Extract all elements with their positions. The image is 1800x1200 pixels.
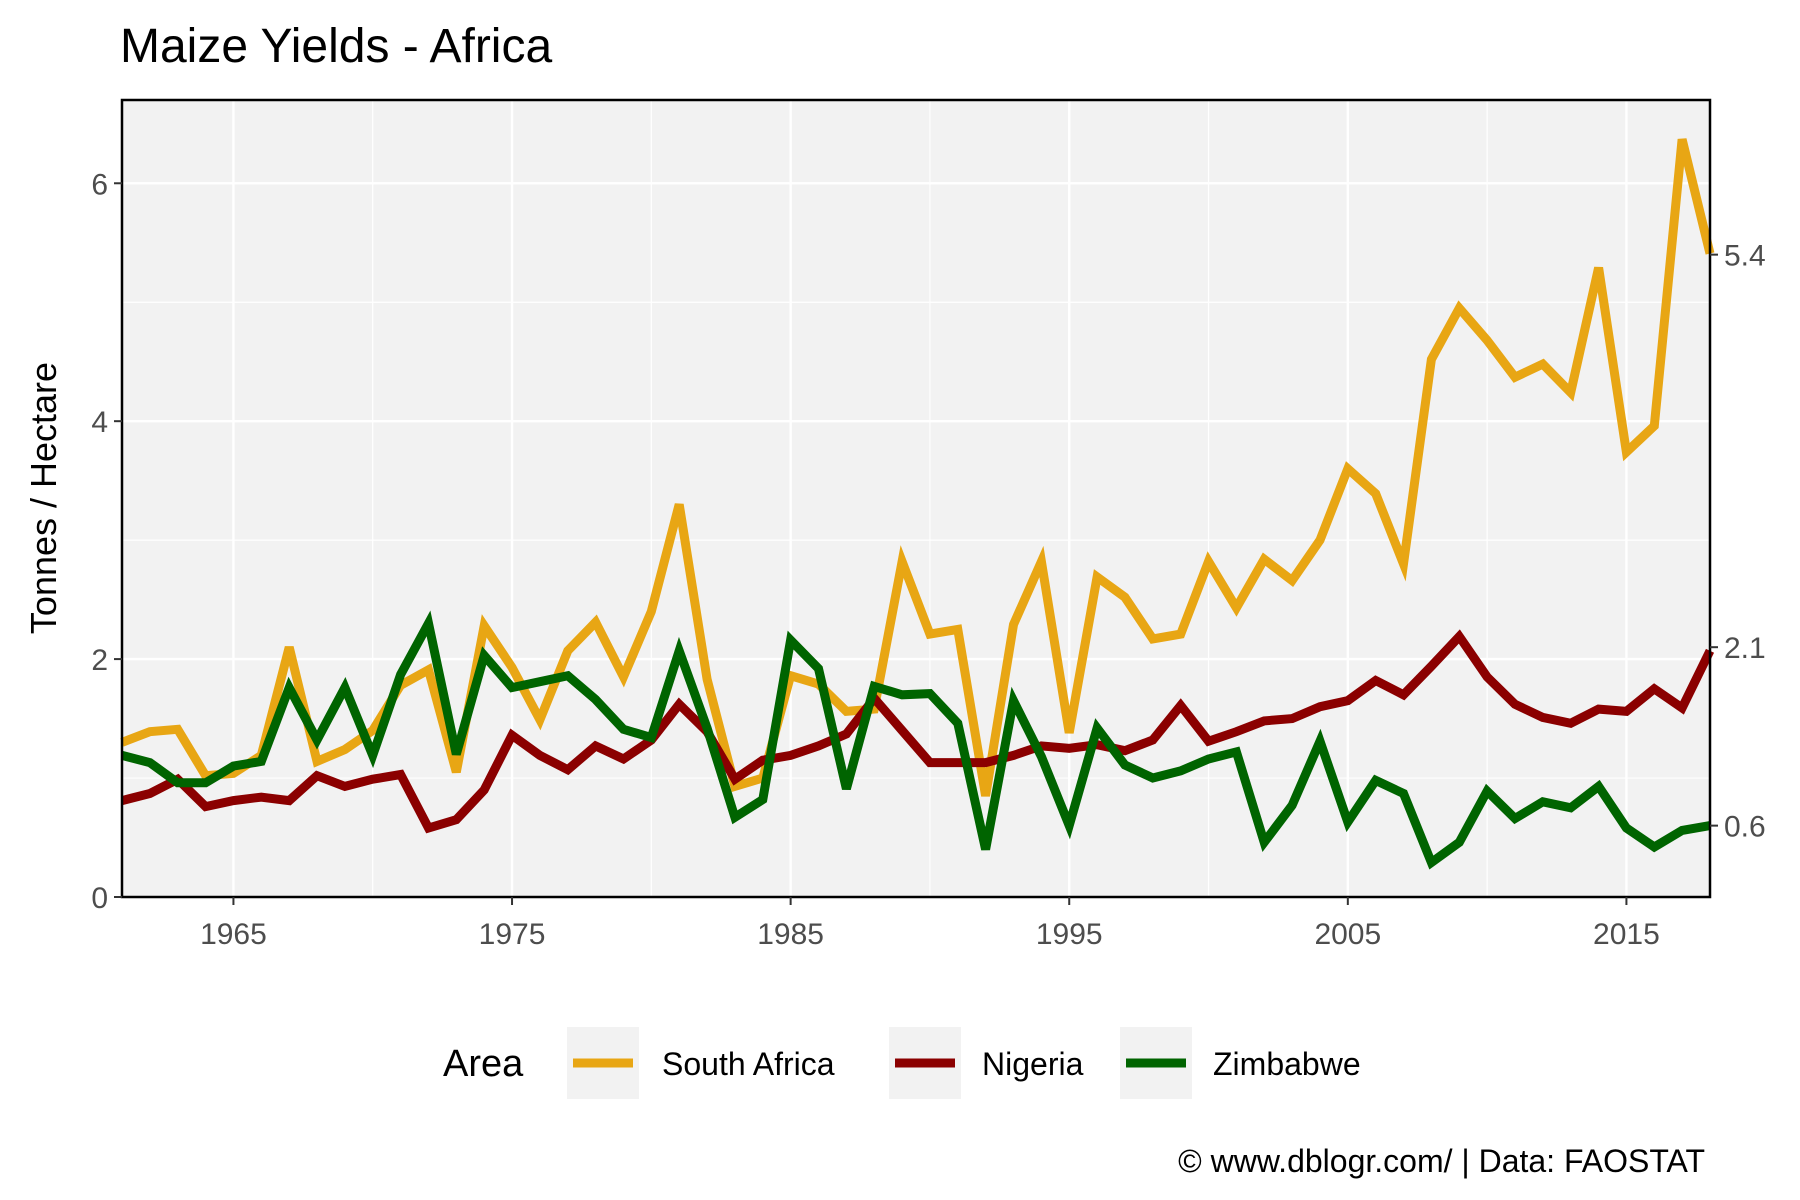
plot-border <box>120 98 1712 899</box>
secondary-y-axis: 5.4 2.1 0.6 <box>1710 240 1766 844</box>
legend-label: South Africa <box>662 1046 835 1082</box>
y-axis-title: Tonnes / Hectare <box>23 362 64 634</box>
y2-tick-label: 5.4 <box>1724 240 1766 273</box>
x-tick-label: 1995 <box>1036 918 1103 951</box>
x-tick-label: 2005 <box>1314 918 1381 951</box>
y2-tick-label: 0.6 <box>1724 811 1766 844</box>
y-axis: 0 2 4 6 <box>91 168 122 915</box>
series-line <box>120 629 1715 834</box>
x-tick-label: 1975 <box>479 918 546 951</box>
legend-title: Area <box>443 1043 524 1085</box>
grid <box>122 100 1710 899</box>
x-tick-label: 1985 <box>757 918 824 951</box>
legend: Area South Africa Nigeria Zimbabwe <box>443 1027 1361 1099</box>
y-tick-label: 0 <box>91 882 108 915</box>
x-tick-label: 1965 <box>200 918 267 951</box>
legend-label: Zimbabwe <box>1213 1046 1361 1082</box>
caption: © www.dblogr.com/ | Data: FAOSTAT <box>1178 1143 1705 1179</box>
x-axis: 1965 1975 1985 1995 2005 2015 <box>200 897 1660 951</box>
x-tick-label: 2015 <box>1593 918 1660 951</box>
chart-title: Maize Yields - Africa <box>120 20 552 73</box>
plot-panel <box>122 100 1710 897</box>
series-lines <box>120 138 1715 870</box>
y2-tick-label: 2.1 <box>1724 632 1766 665</box>
y-tick-label: 2 <box>91 644 108 677</box>
series-line <box>120 610 1711 870</box>
y-tick-label: 6 <box>91 168 108 201</box>
legend-label: Nigeria <box>982 1046 1084 1082</box>
y-tick-label: 4 <box>91 406 108 439</box>
